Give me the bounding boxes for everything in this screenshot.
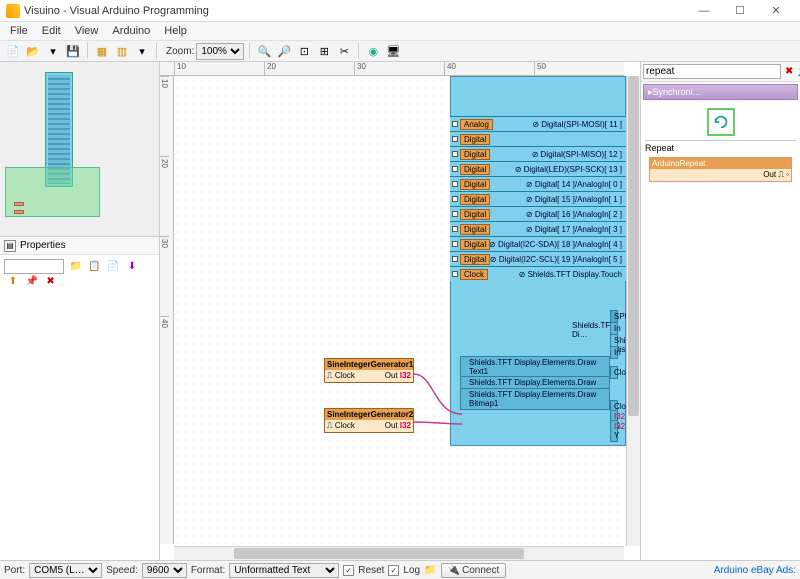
- menu-edit[interactable]: Edit: [36, 24, 67, 38]
- zoom-select[interactable]: 100%: [196, 43, 244, 60]
- zoom-out-icon[interactable]: 🔎: [275, 42, 293, 60]
- properties-icon: ▤: [4, 240, 16, 252]
- tft-y[interactable]: I32 Y: [610, 420, 618, 442]
- repeat-label: Repeat: [645, 140, 796, 153]
- zoom-fit-icon[interactable]: ⊡: [295, 42, 313, 60]
- ruler-horizontal: 1020304050: [160, 62, 624, 76]
- pin-row[interactable]: Analog⊘ Digital(SPI-MOSI)[ 11 ]: [450, 116, 626, 131]
- sine-generator-1[interactable]: SineIntegerGenerator1 ⎍ ClockOut I32: [324, 358, 414, 383]
- new-button[interactable]: 📄: [4, 42, 22, 60]
- canvas[interactable]: Analog⊘ Digital(SPI-MOSI)[ 11 ]DigitalDi…: [174, 76, 626, 546]
- draw-bitmap[interactable]: Shields.TFT Display.Elements.Draw Bitmap…: [460, 388, 610, 410]
- wire-2: [414, 420, 464, 426]
- format-select[interactable]: Unformatted Text: [229, 563, 339, 578]
- pin-row[interactable]: Digital⊘ Digital[ 17 ]/AnalogIn[ 3 ]: [450, 221, 626, 236]
- log-label: Log: [403, 565, 420, 576]
- menu-file[interactable]: File: [4, 24, 34, 38]
- pin-row[interactable]: Digital⊘ Digital(LED)(SPI-SCK)[ 13 ]: [450, 161, 626, 176]
- upload-icon[interactable]: ◉: [364, 42, 382, 60]
- open-button[interactable]: 📂: [24, 42, 42, 60]
- speed-select[interactable]: 9600: [142, 563, 187, 578]
- search-row: ✖ 👤 ▸ ▦ ▾: [641, 62, 800, 82]
- reset-label: Reset: [358, 565, 384, 576]
- repeat-component-icon[interactable]: [707, 108, 735, 136]
- vertical-scrollbar[interactable]: [626, 76, 640, 546]
- monitor-icon[interactable]: 🖥: [384, 42, 402, 60]
- port-select[interactable]: COM5 (L…: [29, 563, 102, 578]
- preview-node: [14, 202, 24, 206]
- tft-clock1[interactable]: Clock: [610, 366, 618, 379]
- pin-row[interactable]: Digital⊘ Digital(I2C-SCL)[ 19 ]/AnalogIn…: [450, 251, 626, 266]
- horizontal-scrollbar[interactable]: [174, 546, 624, 560]
- properties-header[interactable]: ▤ Properties: [0, 237, 159, 255]
- pin-row[interactable]: Digital⊘ Digital(SPI-MISO)[ 12 ]: [450, 146, 626, 161]
- log-checkbox[interactable]: ✓: [388, 565, 399, 576]
- maximize-button[interactable]: ☐: [722, 1, 758, 21]
- prop-icon5[interactable]: ⬆: [6, 274, 20, 288]
- titlebar: Visuino - Visual Arduino Programming — ☐…: [0, 0, 800, 22]
- window-title: Visuino - Visual Arduino Programming: [24, 5, 686, 17]
- prop-pin-icon[interactable]: 📌: [25, 274, 39, 288]
- layout2-button[interactable]: ▥: [113, 42, 131, 60]
- category-header[interactable]: ▸ Synchroni…: [643, 84, 798, 100]
- log-path-icon[interactable]: 📁: [424, 565, 436, 576]
- prop-icon4[interactable]: ⬇: [125, 260, 139, 274]
- preview-pane[interactable]: [0, 62, 159, 237]
- prop-icon1[interactable]: 📁: [69, 260, 83, 274]
- zoom-in-icon[interactable]: 🔍: [255, 42, 273, 60]
- sine-generator-2[interactable]: SineIntegerGenerator2 ⎍ ClockOut I32: [324, 408, 414, 433]
- prop-clear-icon[interactable]: ✖: [44, 274, 58, 288]
- prop-icon3[interactable]: 📄: [106, 260, 120, 274]
- connect-button[interactable]: 🔌 Connect: [441, 563, 507, 578]
- property-input[interactable]: [4, 259, 64, 274]
- app-icon: [6, 4, 20, 18]
- canvas-wrap: 1020304050 10203040 Analog⊘ Digital(SPI-…: [160, 62, 640, 560]
- menu-view[interactable]: View: [69, 24, 105, 38]
- pin-row[interactable]: Digital⊘ Digital[ 15 ]/AnalogIn[ 1 ]: [450, 191, 626, 206]
- category-body: Repeat ArduinoRepeat Out ⎍ ◦: [641, 102, 800, 190]
- ads-label: Arduino eBay Ads:: [714, 565, 796, 576]
- save-button[interactable]: 💾: [64, 42, 82, 60]
- menu-help[interactable]: Help: [158, 24, 193, 38]
- draw-text1[interactable]: Shields.TFT Display.Elements.Draw Text1: [460, 356, 610, 378]
- zoom-label: Zoom:: [166, 46, 194, 57]
- pin-row[interactable]: Digital⊘ Digital(I2C-SDA)[ 18 ]/AnalogIn…: [450, 236, 626, 251]
- format-label: Format:: [191, 565, 225, 576]
- menubar: File Edit View Arduino Help: [0, 22, 800, 40]
- dropdown2-icon[interactable]: ▾: [133, 42, 151, 60]
- port-label: Port:: [4, 565, 25, 576]
- properties-title: Properties: [20, 240, 66, 251]
- component-palette: ✖ 👤 ▸ ▦ ▾ ▸ Synchroni… Repeat ArduinoRep…: [640, 62, 800, 560]
- pin-row[interactable]: Clock⊘ Shields.TFT Display.Touch: [450, 266, 626, 281]
- layout1-button[interactable]: ▦: [93, 42, 111, 60]
- menu-arduino[interactable]: Arduino: [106, 24, 156, 38]
- zoom-all-icon[interactable]: ⊞: [315, 42, 333, 60]
- prop-icon2[interactable]: 📋: [88, 260, 102, 274]
- wire-1: [414, 372, 464, 416]
- pin-row[interactable]: Digital⊘ Digital[ 14 ]/AnalogIn[ 0 ]: [450, 176, 626, 191]
- minimize-button[interactable]: —: [686, 1, 722, 21]
- search-input[interactable]: [643, 64, 781, 79]
- pin-row[interactable]: Digital⊘ Digital[ 16 ]/AnalogIn[ 2 ]: [450, 206, 626, 221]
- pin-row[interactable]: Digital: [450, 131, 626, 146]
- cut-icon[interactable]: ✂: [335, 42, 353, 60]
- close-button[interactable]: ✕: [758, 1, 794, 21]
- dropdown-icon[interactable]: ▾: [44, 42, 62, 60]
- reset-checkbox[interactable]: ✓: [343, 565, 354, 576]
- left-panel: ▤ Properties 📁 📋 📄 ⬇ ⬆ 📌 ✖: [0, 62, 160, 560]
- tft-in[interactable]: In: [610, 346, 618, 359]
- ruler-vertical: 10203040: [160, 76, 174, 544]
- status-bar: Port: COM5 (L… Speed: 9600 Format: Unfor…: [0, 560, 800, 579]
- clear-search-icon[interactable]: ✖: [785, 65, 793, 79]
- preview-node: [14, 210, 24, 214]
- speed-label: Speed:: [106, 565, 138, 576]
- main-area: ▤ Properties 📁 📋 📄 ⬇ ⬆ 📌 ✖ 1020304050 10…: [0, 62, 800, 560]
- repeat-preview[interactable]: ArduinoRepeat Out ⎍ ◦: [649, 157, 792, 182]
- toolbar: 📄 📂 ▾ 💾 ▦ ▥ ▾ Zoom: 100% 🔍 🔎 ⊡ ⊞ ✂ ◉ 🖥: [0, 40, 800, 62]
- properties-body: 📁 📋 📄 ⬇ ⬆ 📌 ✖: [0, 255, 159, 560]
